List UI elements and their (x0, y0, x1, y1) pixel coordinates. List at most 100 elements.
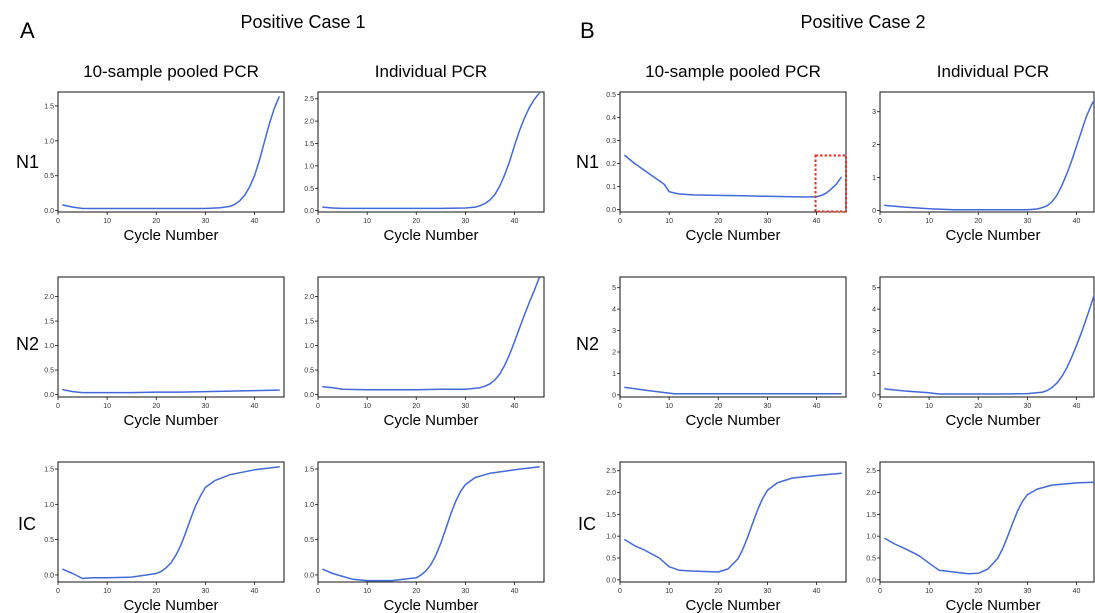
y-tick-label: 0.0 (606, 577, 616, 584)
y-tick-label: 0.0 (606, 207, 616, 214)
x-tick-label: 20 (714, 588, 722, 595)
y-tick-label: 0.5 (44, 173, 54, 180)
y-tick-label: 2.0 (606, 490, 616, 497)
plot-frame (57, 461, 285, 583)
y-tick-label: 2.0 (304, 119, 314, 126)
y-tick-label: 0.2 (606, 161, 616, 168)
x-tick-label: 10 (925, 218, 933, 225)
x-tick-label: 10 (665, 403, 673, 410)
x-axis-label: Cycle Number (945, 227, 1040, 244)
y-tick-label: 0.5 (304, 186, 314, 193)
y-tick-label: 0.0 (304, 572, 314, 579)
amplification-curve (322, 277, 540, 391)
y-tick-label: 0.5 (44, 537, 54, 544)
x-tick-label: 30 (763, 588, 771, 595)
y-tick-label: 1.5 (606, 512, 616, 519)
x-tick-label: 10 (665, 588, 673, 595)
x-tick-label: 40 (251, 403, 259, 410)
row-label-b-n2: N2 (576, 334, 599, 354)
x-tick-label: 20 (974, 218, 982, 225)
y-tick-label: 0.5 (304, 537, 314, 544)
x-tick-label: 0 (56, 403, 60, 410)
x-axis-label: Cycle Number (383, 597, 478, 613)
x-axis-label: Cycle Number (685, 412, 780, 429)
x-tick-label: 30 (461, 588, 469, 595)
x-tick-label: 20 (412, 588, 420, 595)
plot-b-n2-10-sample-pooled-pcr: 0 1 2 3 4 5 0 10 20 30 40 Cycle Number (612, 276, 847, 429)
highlight-box (814, 154, 847, 213)
x-axis-label: Cycle Number (685, 597, 780, 613)
y-tick-label: 5 (872, 285, 876, 292)
x-tick-label: 40 (511, 588, 519, 595)
panel-a-title: Positive Case 1 (240, 12, 365, 32)
panel-b-letter: B (580, 18, 595, 43)
row-label-a-n2: N2 (16, 334, 39, 354)
x-tick-label: 20 (152, 403, 160, 410)
y-tick-label: 2.5 (606, 468, 616, 475)
x-tick-label: 20 (412, 218, 420, 225)
y-tick-label: 0.0 (44, 208, 54, 215)
amplification-curve (62, 96, 280, 210)
x-tick-label: 10 (103, 218, 111, 225)
x-tick-label: 30 (763, 403, 771, 410)
x-tick-label: 30 (201, 588, 209, 595)
y-tick-label: 0.5 (606, 556, 616, 563)
x-tick-label: 20 (412, 403, 420, 410)
plot-a-n1-10-sample-pooled-pcr: 0.0 0.5 1.0 1.5 0 10 20 30 40 Cycle Number (44, 91, 285, 244)
x-tick-label: 40 (511, 403, 519, 410)
x-tick-label: 10 (103, 403, 111, 410)
y-tick-label: 0.1 (606, 184, 616, 191)
plot-frame (879, 461, 1095, 583)
x-tick-label: 0 (316, 588, 320, 595)
y-tick-label: 1 (872, 175, 876, 182)
x-tick-label: 40 (251, 588, 259, 595)
plot-frame (619, 461, 847, 583)
y-tick-label: 5 (612, 285, 616, 292)
x-tick-label: 30 (1023, 218, 1031, 225)
x-tick-label: 10 (363, 218, 371, 225)
y-tick-label: 2.0 (866, 490, 876, 497)
y-tick-label: 0.0 (44, 392, 54, 399)
plot-b-ic-10-sample-pooled-pcr: 0.0 0.5 1.0 1.5 2.0 2.5 0 10 20 30 40 Cycle Number (606, 461, 847, 613)
x-tick-label: 40 (251, 218, 259, 225)
x-tick-label: 0 (56, 218, 60, 225)
plot-frame (317, 91, 545, 213)
y-tick-label: 0.5 (606, 92, 616, 99)
x-tick-label: 0 (56, 588, 60, 595)
amplification-curve (624, 154, 842, 198)
x-tick-label: 0 (878, 403, 882, 410)
y-tick-label: 0.5 (44, 368, 54, 375)
x-tick-label: 30 (461, 218, 469, 225)
y-tick-label: 0.3 (606, 138, 616, 145)
plot-b-ic-individual-pcr: 0.0 0.5 1.0 1.5 2.0 2.5 0 10 20 30 40 Cycle Number (866, 461, 1095, 613)
x-tick-label: 0 (316, 218, 320, 225)
y-tick-label: 0.4 (606, 115, 616, 122)
y-tick-label: 1.5 (304, 319, 314, 326)
y-tick-label: 0 (612, 392, 616, 399)
x-tick-label: 10 (103, 588, 111, 595)
amplification-curve (62, 466, 280, 580)
plot-frame (879, 276, 1095, 398)
plot-frame (619, 91, 847, 213)
plot-a-n2-10-sample-pooled-pcr: 0.0 0.5 1.0 1.5 2.0 0 10 20 30 40 Cycle Number (44, 276, 285, 429)
row-label-a-ic: IC (18, 514, 36, 534)
amplification-curve (884, 99, 1094, 211)
column-title-a-individual: Individual PCR (375, 62, 487, 81)
x-tick-label: 20 (152, 588, 160, 595)
plot-frame (57, 276, 285, 398)
y-tick-label: 1.0 (44, 502, 54, 509)
y-tick-label: 1.5 (304, 141, 314, 148)
amplification-curve (884, 293, 1094, 395)
x-tick-label: 30 (763, 218, 771, 225)
plot-frame (317, 461, 545, 583)
row-label-b-ic: IC (578, 514, 596, 534)
x-tick-label: 10 (363, 403, 371, 410)
x-tick-label: 20 (714, 218, 722, 225)
column-title-b-pooled: 10-sample pooled PCR (645, 62, 821, 81)
x-axis-label: Cycle Number (123, 412, 218, 429)
x-tick-label: 10 (925, 403, 933, 410)
plot-frame (317, 276, 545, 398)
x-axis-label: Cycle Number (945, 597, 1040, 613)
